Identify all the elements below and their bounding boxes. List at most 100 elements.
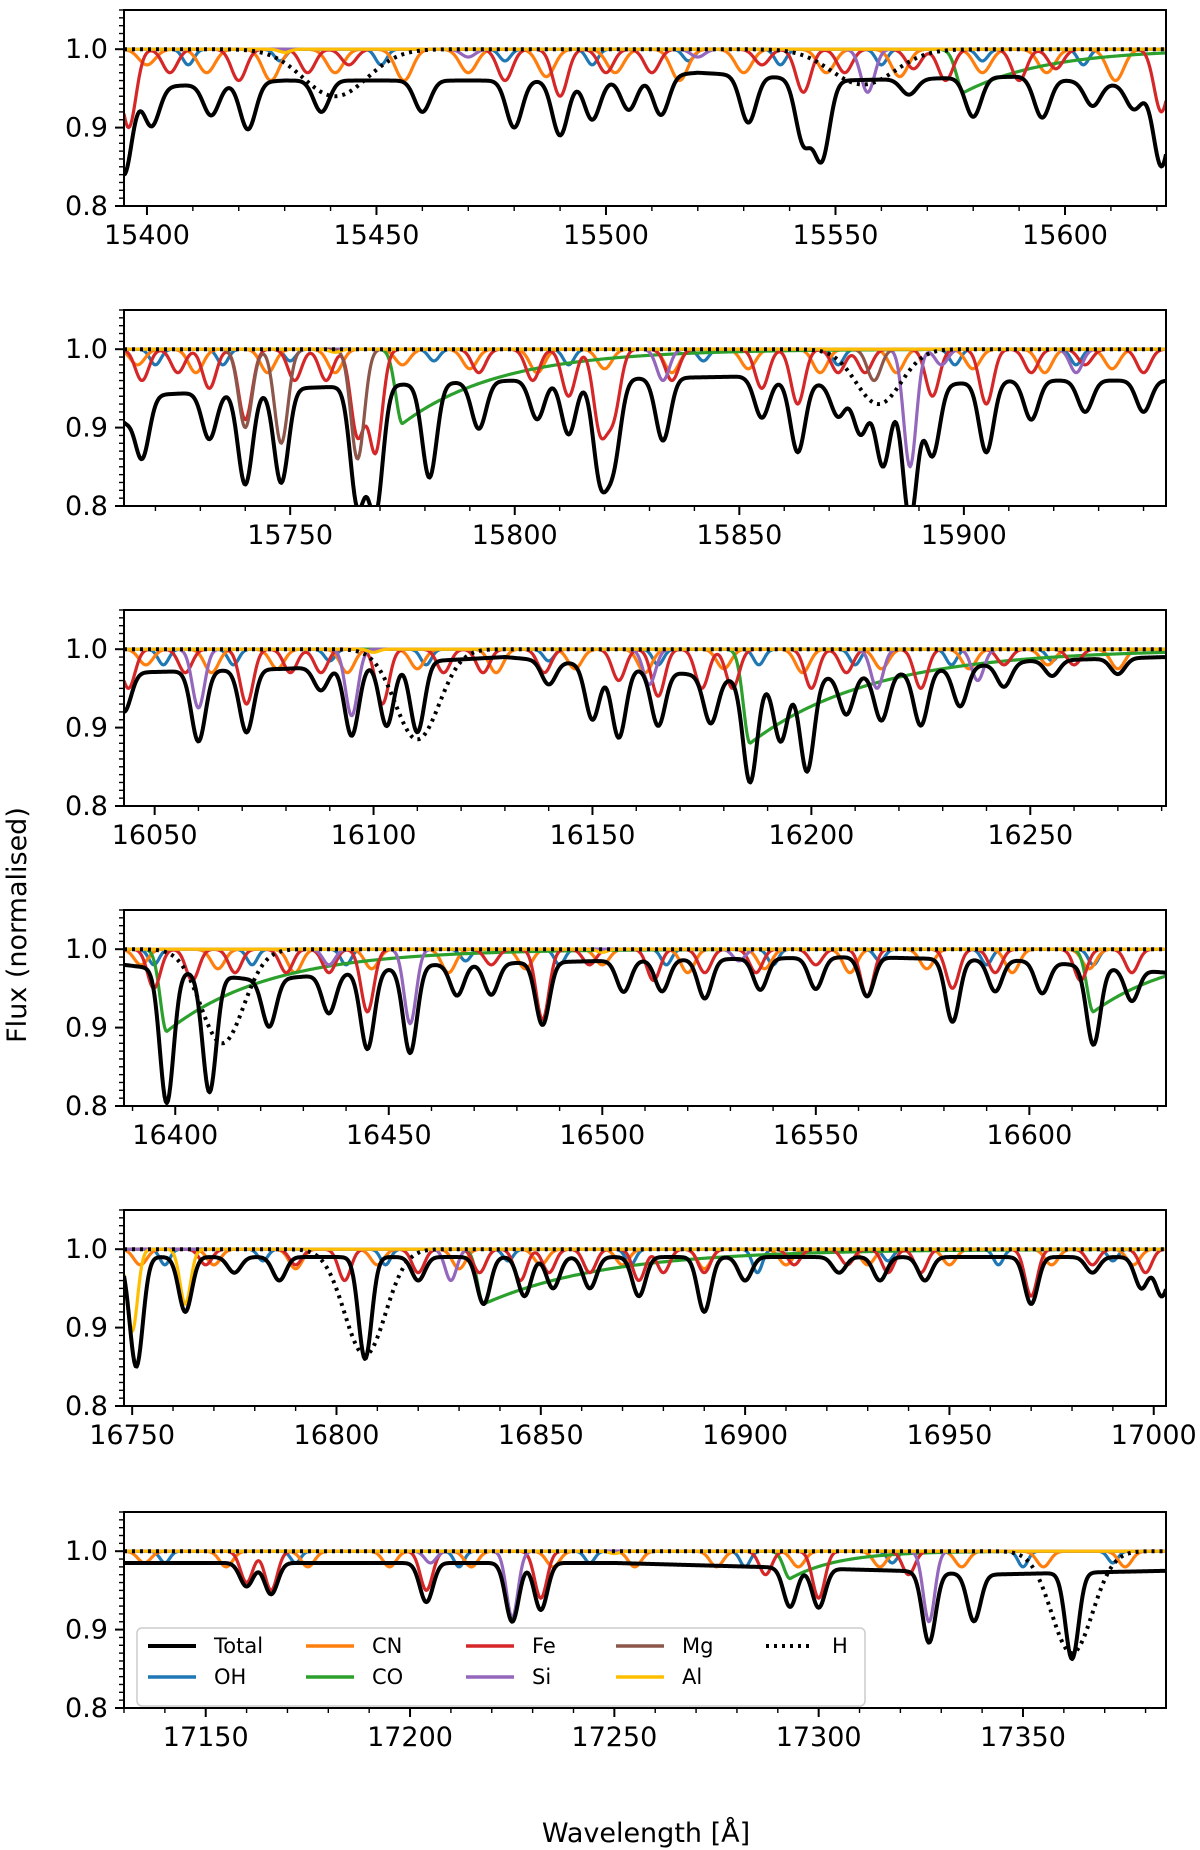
y-tick-label: 0.8 — [65, 1091, 108, 1122]
panel-2-frame — [123, 309, 1167, 507]
x-tick-label: 16550 — [773, 1120, 859, 1151]
x-tick-label: 16400 — [132, 1120, 218, 1151]
x-tick-label: 16950 — [906, 1420, 992, 1451]
y-tick-label: 0.8 — [65, 791, 108, 822]
x-tick-label: 16600 — [986, 1120, 1072, 1151]
series-total-panel-1 — [124, 70, 1166, 177]
legend-label: OH — [214, 1665, 246, 1689]
legend-label: Fe — [532, 1634, 556, 1658]
x-tick-label: 15400 — [104, 220, 190, 251]
y-tick-label: 0.9 — [65, 1615, 108, 1646]
y-tick-label: 0.9 — [65, 713, 108, 744]
legend-label: Mg — [682, 1634, 713, 1658]
y-tick-label: 0.9 — [65, 1013, 108, 1044]
series-co-panel-3 — [124, 647, 1166, 745]
panels-group: 0.8 0.9 1.0 15400 15450 15500 15550 15600 0.8 0.9… — [65, 9, 1197, 1753]
x-tick-label: 16900 — [702, 1420, 788, 1451]
panel-2-plot-area — [124, 347, 1166, 506]
series-fe-panel-4 — [124, 947, 1166, 1022]
legend-entry-total: Total — [148, 1634, 263, 1658]
x-axis-label: Wavelength [Å] — [542, 1817, 750, 1849]
panel-6-plot-area — [124, 1549, 1166, 1661]
x-tick-label: 15550 — [793, 220, 879, 251]
panel-1: 0.8 0.9 1.0 15400 15450 15500 15550 15600 — [65, 9, 1167, 251]
panel-1-plot-area — [124, 47, 1166, 177]
panel-4-frame — [123, 909, 1167, 1107]
legend-label: Al — [682, 1665, 702, 1689]
panel-3: 0.8 0.9 1.0 16050 16100 16150 16200 16250 — [65, 609, 1167, 851]
series-al-panel-1 — [124, 47, 1166, 54]
panel-3-frame — [123, 609, 1167, 807]
x-tick-label: 17200 — [367, 1722, 453, 1753]
x-tick-label: 15500 — [563, 220, 649, 251]
legend-entry-h: H — [766, 1634, 848, 1658]
panel-3-plot-area — [124, 647, 1166, 785]
legend-entry-fe: Fe — [466, 1634, 556, 1658]
y-tick-label: 1.0 — [65, 934, 108, 965]
y-tick-label: 0.9 — [65, 1313, 108, 1344]
panel-6: 0.8 0.9 1.0 17150 17200 17250 17300 17350 — [65, 1511, 1167, 1753]
y-tick-label: 0.8 — [65, 491, 108, 522]
series-h-panel-2 — [124, 347, 1166, 407]
y-tick-label: 1.0 — [65, 634, 108, 665]
series-total-panel-3 — [124, 655, 1166, 785]
y-tick-label: 0.9 — [65, 413, 108, 444]
series-mg-panel-2 — [124, 347, 1166, 461]
legend-label: Total — [213, 1634, 263, 1658]
legend-entry-cn: CN — [306, 1634, 402, 1658]
series-al-panel-5 — [124, 1247, 1166, 1334]
x-tick-label: 15750 — [247, 520, 333, 551]
x-tick-label: 16850 — [498, 1420, 584, 1451]
series-h-panel-4 — [124, 947, 1166, 1046]
legend-label: CN — [372, 1634, 402, 1658]
y-tick-label: 1.0 — [65, 1536, 108, 1567]
y-tick-label: 0.9 — [65, 113, 108, 144]
x-tick-label: 17150 — [163, 1722, 249, 1753]
y-tick-label: 1.0 — [65, 334, 108, 365]
series-h-panel-3 — [124, 647, 1166, 742]
x-tick-label: 17000 — [1111, 1420, 1197, 1451]
y-tick-label: 0.8 — [65, 1693, 108, 1724]
panel-2: 0.8 0.9 1.0 15750 15800 15850 15900 — [65, 309, 1167, 551]
x-tick-label: 16150 — [550, 820, 636, 851]
x-tick-label: 15450 — [334, 220, 420, 251]
series-total-panel-2 — [124, 374, 1166, 506]
x-tick-label: 17300 — [776, 1722, 862, 1753]
series-si-panel-2 — [124, 347, 1166, 469]
series-total-panel-4 — [124, 955, 1166, 1106]
x-tick-label: 15900 — [921, 520, 1007, 551]
panel-5-frame — [123, 1209, 1167, 1407]
legend-entry-oh: OH — [148, 1665, 246, 1689]
x-tick-label: 15800 — [472, 520, 558, 551]
x-tick-label: 16750 — [89, 1420, 175, 1451]
legend-entry-mg: Mg — [616, 1634, 713, 1658]
panel-6-frame — [123, 1511, 1167, 1709]
x-tick-label: 15850 — [696, 520, 782, 551]
legend-entry-si: Si — [466, 1665, 551, 1689]
x-tick-label: 16200 — [768, 820, 854, 851]
series-co-panel-2 — [124, 347, 1166, 425]
legend-entry-co: CO — [306, 1665, 403, 1689]
panel-4: 0.8 0.9 1.0 16400 16450 16500 16550 16600 — [65, 909, 1167, 1151]
series-h-panel-6 — [124, 1549, 1166, 1656]
y-tick-label: 0.8 — [65, 191, 108, 222]
series-total-panel-6 — [124, 1560, 1166, 1661]
legend-label: CO — [372, 1665, 403, 1689]
panel-5-plot-area — [124, 1247, 1166, 1369]
x-tick-label: 15600 — [1022, 220, 1108, 251]
y-tick-label: 1.0 — [65, 34, 108, 65]
x-tick-label: 16800 — [294, 1420, 380, 1451]
y-tick-label: 0.8 — [65, 1391, 108, 1422]
x-tick-label: 16500 — [559, 1120, 645, 1151]
x-tick-label: 16450 — [346, 1120, 432, 1151]
x-tick-label: 16100 — [331, 820, 417, 851]
series-total-panel-5 — [124, 1255, 1166, 1369]
legend-entry-al: Al — [616, 1665, 702, 1689]
legend-label: H — [832, 1634, 848, 1658]
x-tick-label: 16250 — [987, 820, 1073, 851]
y-tick-label: 1.0 — [65, 1234, 108, 1265]
y-axis-label: Flux (normalised) — [2, 807, 33, 1043]
panel-1-frame — [123, 9, 1167, 207]
panel-4-plot-area — [124, 947, 1166, 1106]
